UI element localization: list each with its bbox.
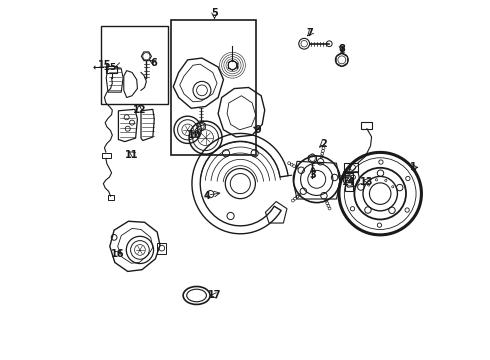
Text: 7: 7 — [306, 28, 313, 38]
Text: 15: 15 — [98, 60, 111, 70]
Text: 13: 13 — [360, 177, 374, 187]
Bar — [106, 66, 117, 73]
Text: 5: 5 — [211, 8, 218, 18]
Text: 6: 6 — [150, 58, 157, 68]
Bar — [101, 26, 168, 104]
Text: 1: 1 — [410, 162, 417, 172]
Text: 11: 11 — [125, 150, 139, 160]
Bar — [108, 195, 115, 200]
Text: 16: 16 — [111, 248, 124, 258]
Bar — [361, 122, 371, 129]
Text: 17: 17 — [208, 291, 221, 301]
Bar — [343, 163, 358, 172]
Text: 9: 9 — [254, 125, 261, 135]
Bar — [101, 153, 111, 158]
Text: 10: 10 — [188, 130, 201, 140]
Text: 12: 12 — [132, 105, 146, 115]
Bar — [172, 21, 256, 155]
Text: 2: 2 — [320, 139, 327, 149]
Text: 4: 4 — [204, 191, 211, 201]
Text: 3: 3 — [310, 170, 317, 180]
Bar — [157, 243, 166, 253]
Text: 8: 8 — [339, 44, 345, 54]
Bar — [344, 173, 353, 191]
Text: ← 15: ← 15 — [93, 63, 116, 72]
Text: 14: 14 — [342, 177, 356, 187]
